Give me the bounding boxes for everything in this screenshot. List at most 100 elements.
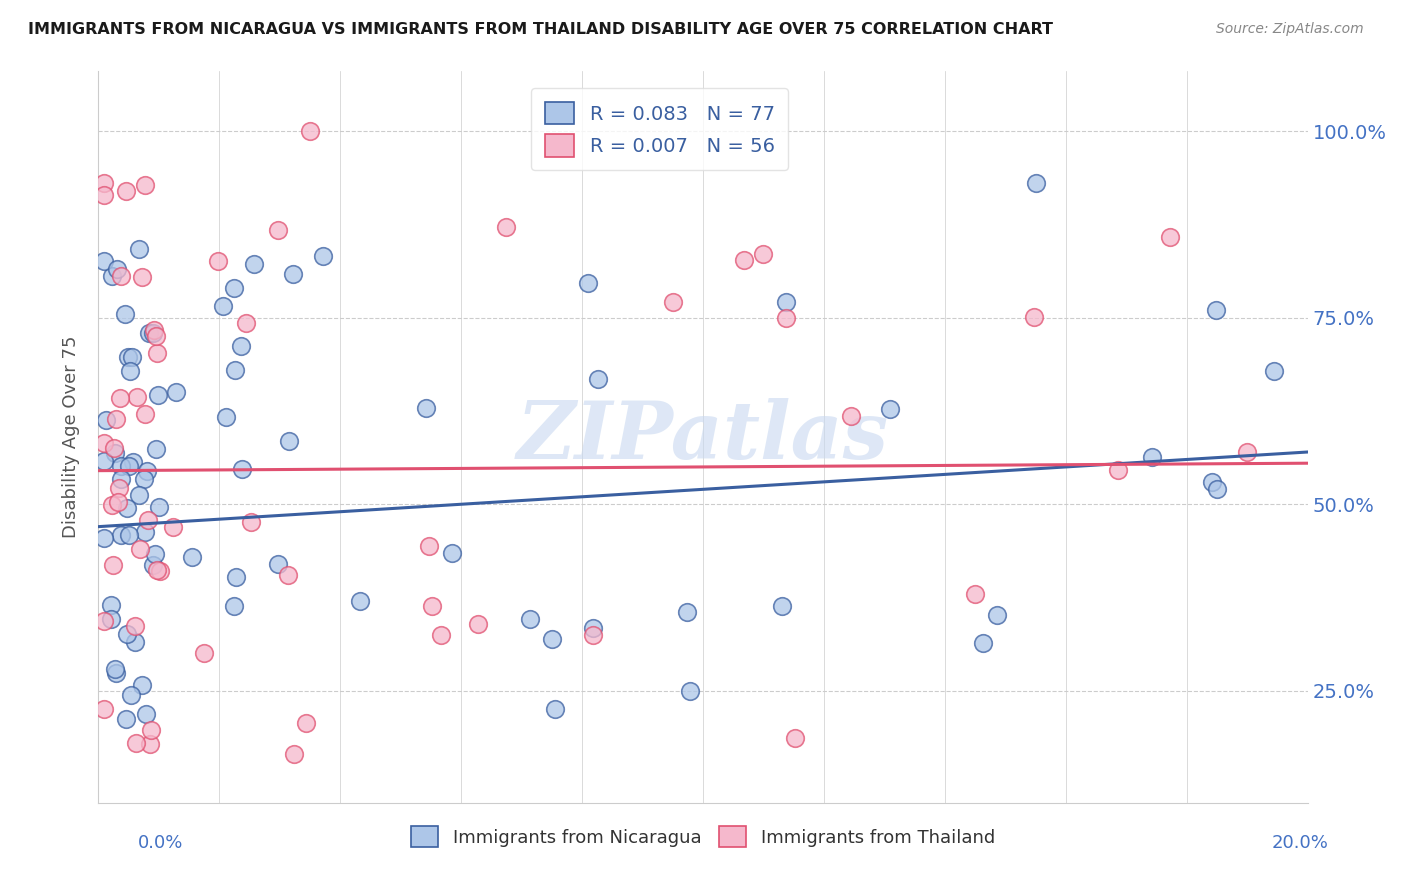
Point: [93, 436, 115, 450]
Text: IMMIGRANTS FROM NICARAGUA VS IMMIGRANTS FROM THAILAND DISABILITY AGE OVER 75 COR: IMMIGRANTS FROM NICARAGUA VS IMMIGRANTS …: [28, 22, 1053, 37]
Point: [229, 339, 252, 353]
Point: [101, 268, 124, 283]
Point: [519, 612, 541, 626]
Point: [100, 599, 122, 613]
Point: [117, 626, 139, 640]
Point: [429, 628, 451, 642]
Point: [676, 605, 699, 619]
Point: [222, 281, 245, 295]
Point: [118, 459, 141, 474]
Point: [242, 258, 264, 272]
Point: [224, 599, 246, 613]
Point: [121, 350, 143, 364]
Point: [1201, 475, 1223, 489]
Point: [110, 269, 132, 284]
Point: [1205, 303, 1227, 318]
Point: [125, 736, 148, 750]
Point: [114, 184, 136, 198]
Point: [986, 608, 1008, 623]
Point: [93, 177, 115, 191]
Point: [277, 568, 299, 582]
Point: [972, 636, 994, 650]
Point: [240, 515, 263, 529]
Point: [122, 455, 145, 469]
Point: [131, 678, 153, 692]
Point: [283, 267, 305, 281]
Text: 0.0%: 0.0%: [138, 834, 183, 852]
Point: [96, 413, 118, 427]
Point: [1263, 364, 1285, 378]
Point: [103, 441, 125, 455]
Point: [775, 295, 797, 310]
Point: [231, 462, 253, 476]
Point: [117, 350, 139, 364]
Point: [146, 563, 169, 577]
Point: [114, 307, 136, 321]
Point: [134, 524, 156, 539]
Point: [467, 617, 489, 632]
Point: [180, 549, 202, 564]
Point: [751, 246, 773, 260]
Point: [235, 317, 257, 331]
Point: [418, 539, 440, 553]
Point: [1159, 230, 1181, 244]
Point: [128, 541, 150, 556]
Point: [312, 249, 335, 263]
Point: [283, 747, 305, 761]
Point: [141, 723, 163, 738]
Point: [679, 683, 702, 698]
Point: [149, 565, 172, 579]
Point: [93, 614, 115, 628]
Point: [586, 372, 609, 386]
Point: [1024, 310, 1046, 325]
Point: [581, 628, 603, 642]
Point: [142, 323, 165, 337]
Point: [142, 326, 165, 340]
Point: [117, 527, 139, 541]
Point: [145, 328, 167, 343]
Point: [104, 666, 127, 681]
Point: [114, 712, 136, 726]
Point: [139, 737, 162, 751]
Point: [134, 178, 156, 193]
Point: [1206, 483, 1229, 497]
Point: [420, 599, 443, 613]
Legend: Immigrants from Nicaragua, Immigrants from Thailand: Immigrants from Nicaragua, Immigrants fr…: [398, 814, 1008, 860]
Point: [1236, 445, 1258, 459]
Text: ZIPatlas: ZIPatlas: [517, 399, 889, 475]
Point: [138, 326, 160, 340]
Point: [107, 261, 129, 276]
Y-axis label: Disability Age Over 75: Disability Age Over 75: [62, 335, 80, 539]
Point: [93, 253, 115, 268]
Point: [143, 547, 166, 561]
Point: [225, 570, 247, 584]
Point: [93, 188, 115, 202]
Point: [110, 472, 132, 486]
Point: [115, 500, 138, 515]
Point: [278, 434, 301, 449]
Point: [783, 731, 806, 745]
Point: [136, 464, 159, 478]
Point: [108, 391, 131, 405]
Point: [108, 481, 131, 495]
Point: [93, 453, 115, 467]
Point: [93, 702, 115, 716]
Point: [212, 299, 235, 313]
Point: [662, 295, 685, 310]
Point: [193, 646, 215, 660]
Point: [540, 632, 562, 646]
Point: [207, 254, 229, 268]
Point: [136, 513, 159, 527]
Point: [879, 402, 901, 417]
Point: [965, 587, 987, 601]
Point: [104, 662, 127, 676]
Point: [775, 311, 797, 326]
Point: [770, 599, 793, 613]
Point: [142, 558, 165, 572]
Point: [110, 459, 132, 474]
Text: 20.0%: 20.0%: [1272, 834, 1329, 852]
Point: [841, 409, 863, 423]
Point: [1024, 177, 1046, 191]
Point: [127, 390, 149, 404]
Point: [145, 442, 167, 457]
